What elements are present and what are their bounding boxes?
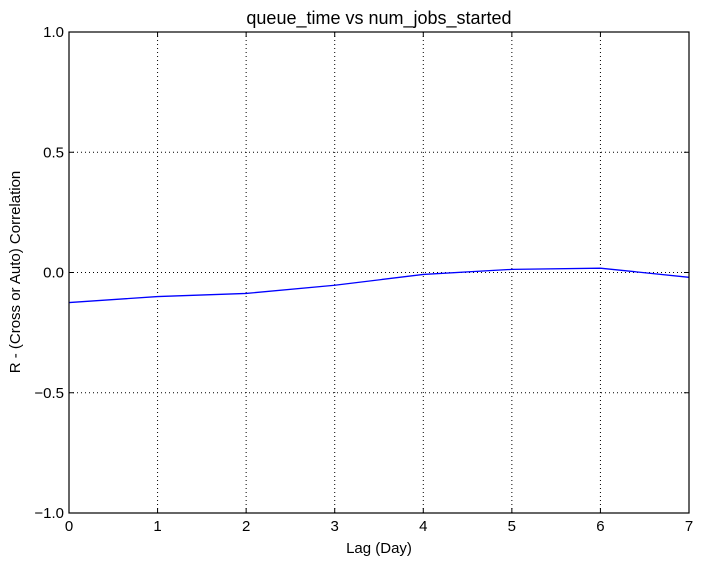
x-tick-label: 1	[153, 518, 161, 535]
y-tick-label: 0.0	[43, 265, 64, 282]
x-tick-label: 5	[508, 518, 516, 535]
y-tick-label: −1.0	[34, 505, 64, 522]
x-tick-label: 6	[596, 518, 604, 535]
chart-title: queue_time vs num_jobs_started	[246, 8, 511, 29]
x-tick-label: 3	[331, 518, 339, 535]
y-tick-label: −0.5	[34, 385, 64, 402]
series-layer	[68, 267, 690, 304]
plot-frame	[68, 31, 690, 514]
y-tick-label: 0.5	[43, 144, 64, 161]
x-tick-label: 2	[242, 518, 250, 535]
x-axis-label: Lag (Day)	[346, 540, 412, 557]
y-tick-label: 1.0	[43, 24, 64, 41]
x-tick-label: 4	[419, 518, 427, 535]
x-tick-label: 0	[65, 518, 73, 535]
grid-layer	[69, 32, 689, 513]
y-axis-label: R - (Cross or Auto) Correlation	[7, 171, 24, 374]
tick-labels-layer: 0 1 2 3 4 5 6 7 −1.0 −0.5 0.0 0.5 1.0	[34, 24, 693, 535]
series-line	[68, 267, 690, 304]
x-tick-label: 7	[685, 518, 693, 535]
